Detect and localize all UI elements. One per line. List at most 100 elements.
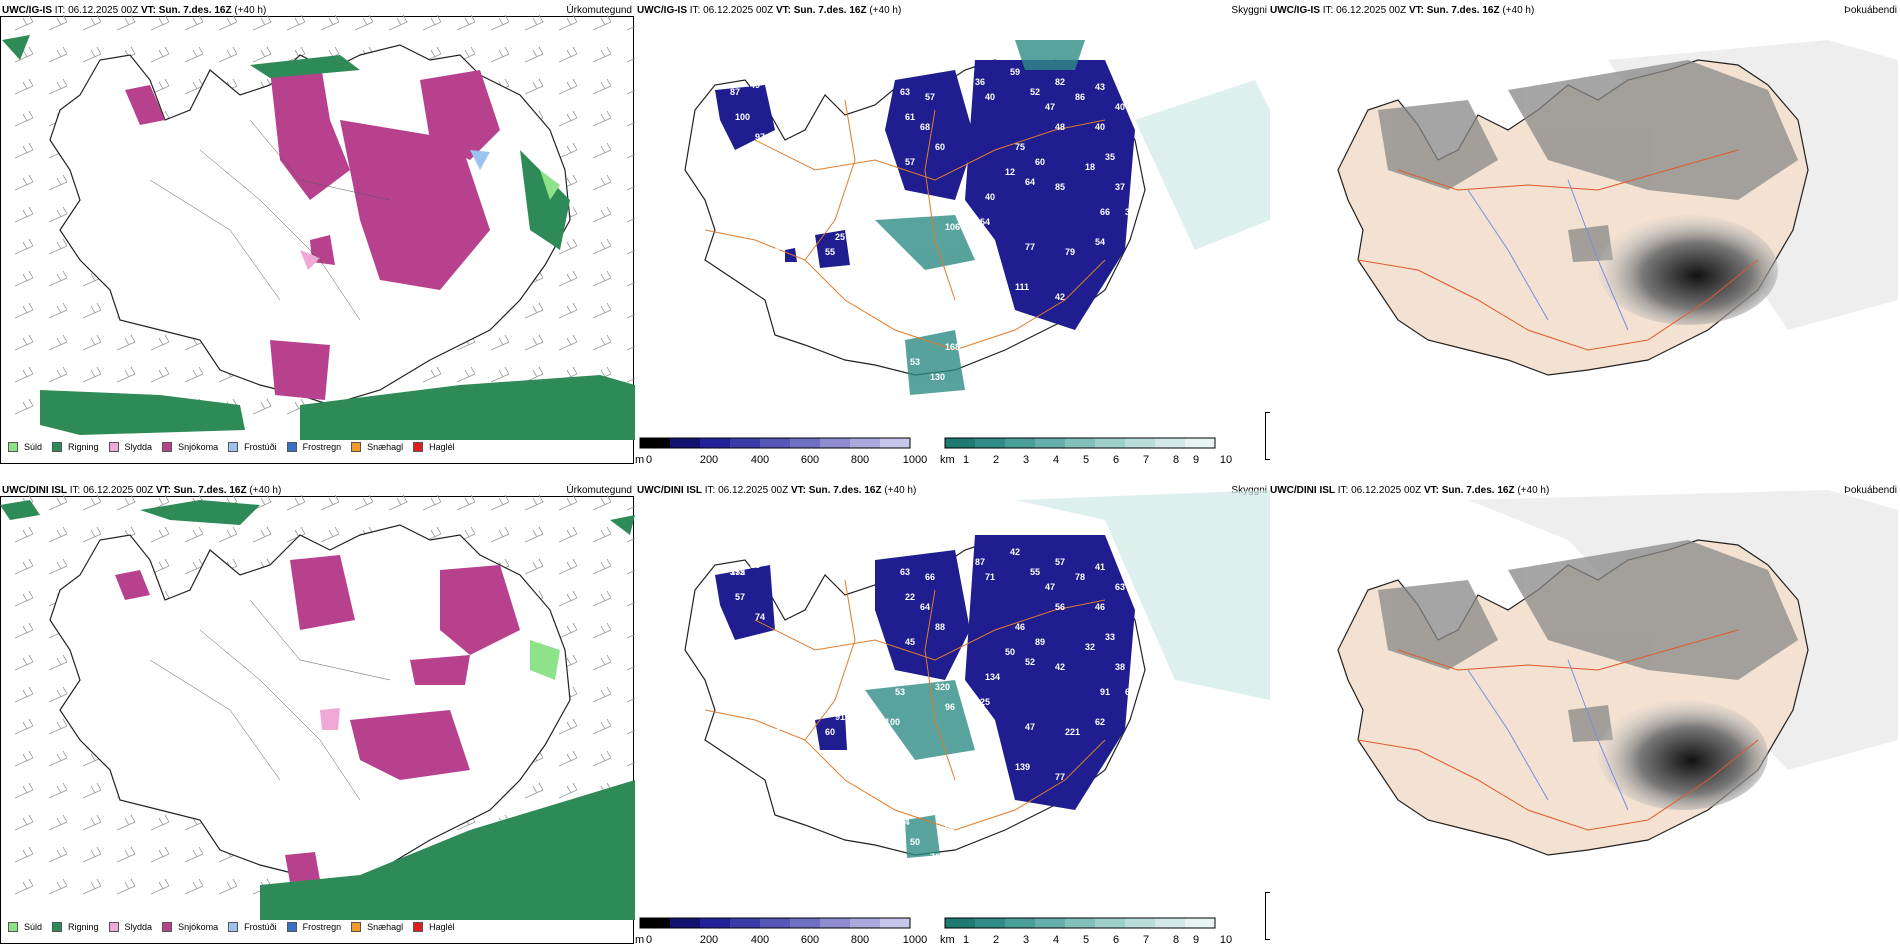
wind-barb [14, 110, 34, 127]
cloud-base-value: 38 [1115, 662, 1125, 672]
cloud-base-value: 59 [1010, 67, 1020, 77]
wind-barb [626, 338, 635, 351]
wind-barb [320, 526, 340, 543]
visibility-colorbar: km 1 2 3 4 5 6 7 8 9 10 [940, 916, 1260, 950]
panel-header: UWC/IG-IS IT: 06.12.2025 00Z VT: Sun. 7.… [1270, 5, 1535, 16]
cloud-base-value: 134 [985, 672, 1000, 682]
wind-barb [14, 46, 34, 63]
wind-barb [150, 526, 170, 543]
wind-barb [150, 814, 170, 831]
height-tick: 400 [750, 934, 770, 946]
panel-header: UWC/DINI ISL IT: 06.12.2025 00Z VT: Sun.… [1270, 485, 1550, 496]
cloud-base-value: 221 [1065, 727, 1080, 737]
legend-swatch [108, 922, 119, 932]
wind-barb [48, 654, 68, 671]
wind-barb [524, 302, 544, 319]
cloud-base-value: 62 [1095, 717, 1105, 727]
cloud-base-value: 63 [900, 567, 910, 577]
cloud-base-value: 50 [910, 837, 920, 847]
wind-barb [48, 366, 68, 383]
legend-label: Frostregn [302, 442, 342, 452]
cloud-base-value: 55 [1030, 567, 1040, 577]
visibility-patches [865, 680, 975, 858]
legend-swatch [413, 922, 424, 932]
cloud-base-value: 47 [1045, 582, 1055, 592]
cloud-base-value: 64 [920, 602, 930, 612]
height-tick: 1000 [902, 934, 928, 946]
legend-label: Rigning [68, 922, 99, 932]
cloud-base-labels: 8749100976361576860573640595247828643404… [730, 67, 1135, 382]
legend-swatch [351, 442, 362, 452]
wind-barb [592, 590, 612, 607]
wind-barb [116, 846, 136, 863]
wind-barb [558, 270, 578, 287]
legend-item: Snjókoma [162, 922, 218, 932]
wind-barb [524, 334, 544, 351]
cloud-base-value: 68 [920, 122, 930, 132]
cloud-base-value: 46 [1095, 602, 1105, 612]
visibility-colorbar-strip [944, 437, 1216, 449]
wind-barb [48, 750, 68, 767]
wind-barb [320, 494, 340, 511]
wind-barb [558, 46, 578, 63]
wind-barb [524, 526, 544, 543]
wind-barb [184, 526, 204, 543]
cloud-base-value: 42 [1055, 662, 1065, 672]
wind-barb [456, 366, 476, 383]
wind-barb [48, 14, 68, 31]
wind-barb [116, 366, 136, 383]
wind-barb [82, 46, 102, 63]
wind-barb [558, 110, 578, 127]
inland-lines [149, 119, 391, 321]
cloud-base-value: 77 [1025, 242, 1035, 252]
cloud-base-value: 91 [835, 712, 845, 722]
wind-barb [48, 334, 68, 351]
precip-map-row1 [2, 14, 635, 440]
fog-dark-core [1598, 215, 1778, 325]
wind-barb [116, 334, 136, 351]
wind-barb [388, 14, 408, 31]
wind-barb [14, 526, 34, 543]
wind-barb [14, 654, 34, 671]
wind-barb [82, 14, 102, 31]
wind-barb [626, 658, 635, 671]
wind-barb [116, 814, 136, 831]
wind-barb [456, 14, 476, 31]
wind-barb [558, 302, 578, 319]
wind-barb [82, 878, 102, 895]
wind-barb [558, 750, 578, 767]
wind-barb [354, 14, 374, 31]
wind-barb [218, 14, 238, 31]
wind-barb [558, 494, 578, 511]
map-frame [0, 16, 634, 464]
wind-barb [592, 494, 612, 511]
wind-barb [48, 526, 68, 543]
cloud-base-value: 47 [1045, 102, 1055, 112]
wind-barb [150, 334, 170, 351]
cloud-base-value: 43 [1095, 82, 1105, 92]
legend-label: Súld [24, 442, 43, 452]
wind-barb [626, 370, 635, 383]
cloud-base-value: 57 [905, 157, 915, 167]
cloud-base-value: 55 [825, 247, 835, 257]
wind-barb [490, 366, 510, 383]
legend-swatch [228, 442, 239, 452]
cloud-base-value: 111 [1015, 282, 1029, 292]
precip-panel-row2: UWC/DINI ISL IT: 06.12.2025 00Z VT: Sun.… [0, 480, 635, 950]
cloud-base-value: 85 [1055, 182, 1065, 192]
wind-barb [592, 142, 612, 159]
cloud-base-value: 50 [1005, 647, 1015, 657]
legend-item: Rigning [52, 922, 99, 932]
legend-item: Frostúði [228, 922, 277, 932]
cloud-base-value: 46 [1015, 622, 1025, 632]
cloud-base-value: 89 [1035, 637, 1045, 647]
visibility-unit: km [940, 934, 955, 946]
wind-barb [592, 334, 612, 351]
cloud-base-value: 74 [755, 612, 765, 622]
wind-barb [524, 494, 544, 511]
wind-barb [558, 526, 578, 543]
wind-barb [252, 526, 272, 543]
cloud-base-value: 130 [930, 372, 945, 382]
cloud-map-row1: 8749100976361576860573640595247828643404… [684, 40, 1270, 395]
legend-item: Frostregn [286, 442, 342, 452]
